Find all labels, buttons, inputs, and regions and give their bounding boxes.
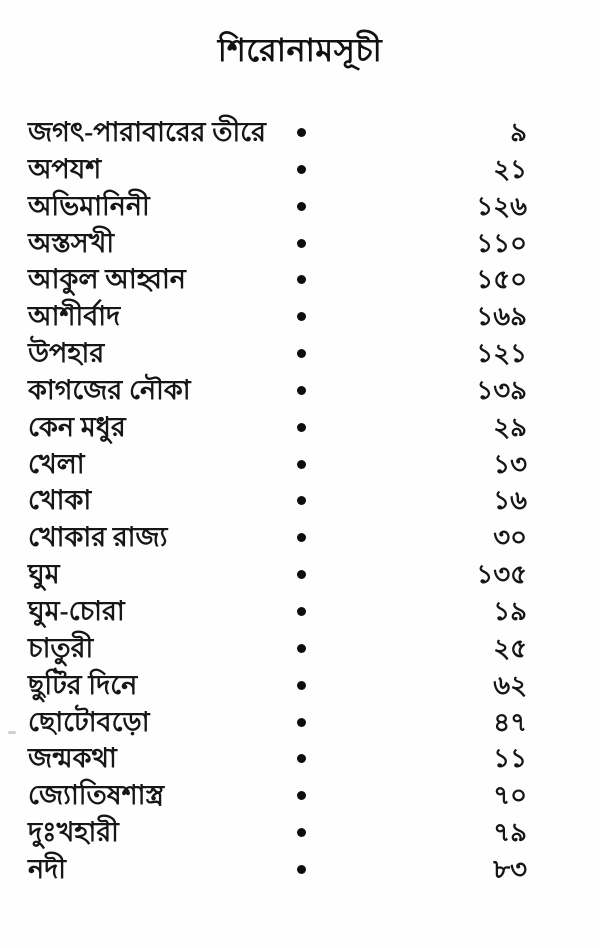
toc-entry-title: অপযশ xyxy=(28,153,102,184)
toc-entry-title: ছোটোবড়ো xyxy=(28,706,150,737)
toc-entry-page: ১৫০ xyxy=(476,265,527,295)
dot-separator-icon xyxy=(297,533,306,543)
dot-separator-icon xyxy=(297,459,306,469)
dot-separator-icon xyxy=(297,643,306,653)
dot-separator-icon xyxy=(297,201,306,211)
toc-entry-page: ৬২ xyxy=(493,670,527,700)
toc-entry-title: অস্তসখী xyxy=(28,227,115,258)
toc-row: কেন মধুর ২৯ xyxy=(0,409,600,446)
dot-separator-icon xyxy=(297,128,306,137)
toc-entry-page: ১১০ xyxy=(476,228,527,258)
toc-entry-page: ৩০ xyxy=(493,523,527,553)
toc-row: আশীর্বাদ ১৬৯ xyxy=(0,298,600,335)
toc-row: খোকা ১৬ xyxy=(0,482,600,519)
toc-row: ছুটির দিনে ৬২ xyxy=(0,667,600,704)
toc-entry-page: ১৩৯ xyxy=(476,375,527,405)
toc-entry-page: ২৯ xyxy=(493,412,527,442)
toc-entry-title: উপহার xyxy=(28,338,105,369)
toc-row: অপযশ ২১ xyxy=(0,151,600,188)
toc-entry-title: নদী xyxy=(28,853,67,884)
dot-separator-icon xyxy=(297,312,306,322)
toc-entry-page: ৪৭ xyxy=(493,707,527,737)
toc-row: ঘুম ১৩৫ xyxy=(0,556,600,593)
toc-entry-page: ১৬ xyxy=(493,486,527,516)
toc-entry-title: ছুটির দিনে xyxy=(28,669,138,700)
toc-entry-page: ১৬৯ xyxy=(476,302,527,332)
toc-row: ছোটোবড়ো ৪৭ xyxy=(0,704,600,741)
toc-entry-title: খোকা xyxy=(28,485,92,516)
toc-row: জগৎ-পারাবারের তীরে ৯ xyxy=(0,114,600,151)
toc-entry-page: ৯ xyxy=(510,118,527,147)
toc-entry-title: অভিমানিনী xyxy=(28,190,150,221)
dot-separator-icon xyxy=(297,164,306,174)
toc-row: অভিমানিনী ১২৬ xyxy=(0,188,600,225)
toc-entry-title: কেন মধুর xyxy=(28,411,126,442)
toc-row: চাতুরী ২৫ xyxy=(0,630,600,667)
toc-entry-title: চাতুরী xyxy=(28,632,94,663)
toc-entry-title: খোকার রাজ্য xyxy=(28,522,168,553)
dot-separator-icon xyxy=(297,791,306,801)
toc-row: দুঃখহারী ৭৯ xyxy=(0,814,600,851)
toc-entry-title: আশীর্বাদ xyxy=(28,301,121,332)
toc-entry-title: খেলা xyxy=(28,448,85,479)
toc-entry-page: ১৯ xyxy=(493,596,527,626)
toc-entry-page: ২৫ xyxy=(493,633,527,663)
toc-entry-title: দুঃখহারী xyxy=(28,817,119,848)
toc-entry-page: ১৩ xyxy=(493,449,527,479)
toc-row: জ্যোতিষশাস্ত্র ৭০ xyxy=(0,777,600,814)
toc-entry-page: ১৩৫ xyxy=(476,560,527,590)
toc-row: নদী ৮৩ xyxy=(0,851,600,888)
dot-separator-icon xyxy=(297,496,306,506)
toc-row: ঘুম-চোরা ১৯ xyxy=(0,593,600,630)
toc-entry-title: জন্মকথা xyxy=(28,743,117,774)
toc-entry-page: ১২৬ xyxy=(476,191,527,221)
toc-entry-title: কাগজের নৌকা xyxy=(28,374,191,405)
toc-list: জগৎ-পারাবারের তীরে ৯ অপযশ ২১ অভিমানিনী ১… xyxy=(0,114,600,888)
dot-separator-icon xyxy=(297,717,306,727)
dot-separator-icon xyxy=(297,238,306,248)
toc-entry-title: ঘুম xyxy=(28,559,60,590)
dot-separator-icon xyxy=(297,606,306,616)
dot-separator-icon xyxy=(297,275,306,285)
dot-separator-icon xyxy=(297,864,306,874)
toc-row: কাগজের নৌকা ১৩৯ xyxy=(0,372,600,409)
toc-row: খোকার রাজ্য ৩০ xyxy=(0,519,600,556)
toc-row: খেলা ১৩ xyxy=(0,446,600,483)
page-title: শিরোনামসূচী xyxy=(217,32,383,68)
toc-entry-title: জগৎ-পারাবারের তীরে xyxy=(28,117,266,147)
dot-separator-icon xyxy=(297,754,306,764)
dot-separator-icon xyxy=(297,570,306,580)
toc-row: জন্মকথা ১১ xyxy=(0,740,600,777)
toc-entry-page: ২১ xyxy=(493,154,527,184)
toc-entry-title: জ্যোতিষশাস্ত্র xyxy=(28,780,165,811)
toc-row: উপহার ১২১ xyxy=(0,335,600,372)
dot-separator-icon xyxy=(297,385,306,395)
toc-entry-page: ৭০ xyxy=(493,781,527,811)
toc-entry-title: আকুল আহ্বান xyxy=(28,264,186,295)
dot-separator-icon xyxy=(297,422,306,432)
toc-entry-page: ১২১ xyxy=(476,339,527,369)
scan-speck-artifact xyxy=(8,731,16,734)
toc-entry-title: ঘুম-চোরা xyxy=(28,595,125,626)
dot-separator-icon xyxy=(297,680,306,690)
toc-row: অস্তসখী ১১০ xyxy=(0,225,600,262)
toc-entry-page: ৭৯ xyxy=(493,818,527,848)
toc-entry-page: ৮৩ xyxy=(493,854,527,884)
toc-row: আকুল আহ্বান ১৫০ xyxy=(0,261,600,298)
toc-entry-page: ১১ xyxy=(493,744,527,774)
dot-separator-icon xyxy=(297,349,306,359)
dot-separator-icon xyxy=(297,828,306,838)
